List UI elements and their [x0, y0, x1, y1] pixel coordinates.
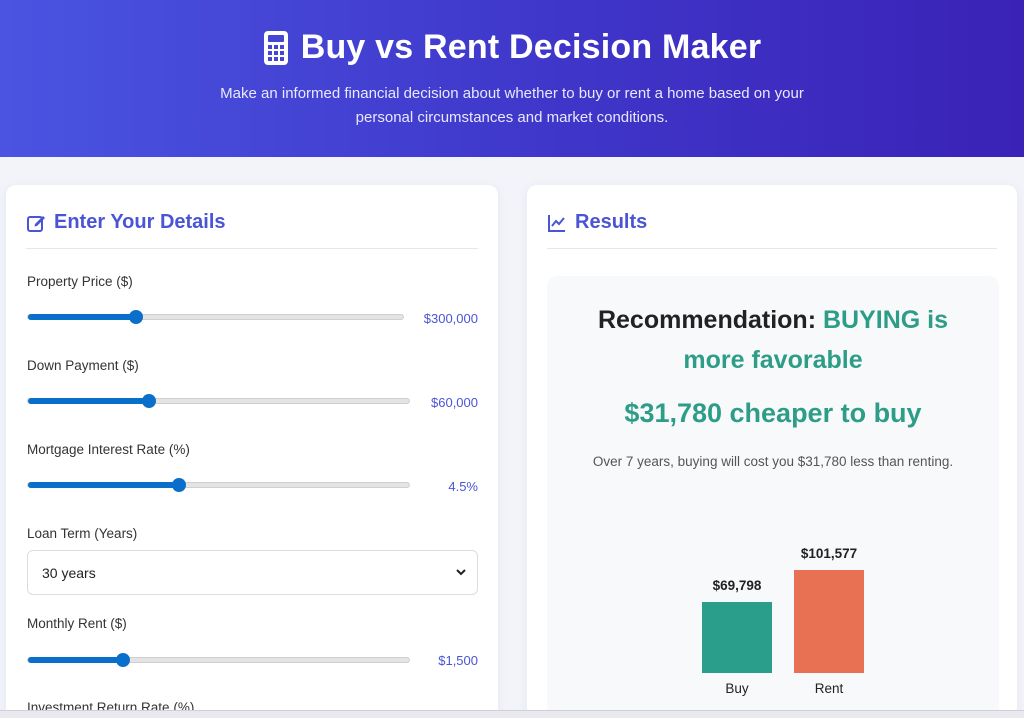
loan-term-select[interactable]: 30 years — [27, 550, 478, 595]
results-card: Results Recommendation: BUYING is more f… — [527, 185, 1017, 718]
slider-thumb[interactable] — [172, 478, 187, 492]
monthly-rent-value: $1,500 — [438, 653, 478, 668]
chart-line-icon — [548, 215, 565, 232]
slider-fill — [28, 657, 123, 663]
slider-fill — [28, 482, 180, 488]
bar-rent — [794, 570, 864, 673]
recommendation: Recommendation: BUYING is more favorable — [547, 300, 999, 380]
page-title-text: Buy vs Rent Decision Maker — [300, 28, 762, 66]
property-price-label: Property Price ($) — [27, 274, 133, 289]
loan-term-label: Loan Term (Years) — [27, 526, 138, 541]
interest-rate-value: 4.5% — [448, 479, 478, 494]
results-card-title: Results — [547, 211, 997, 249]
details-card: Enter Your Details Property Price ($) $3… — [6, 185, 498, 718]
down-payment-label: Down Payment ($) — [27, 358, 139, 373]
interest-rate-label: Mortgage Interest Rate (%) — [27, 442, 190, 457]
down-payment-value: $60,000 — [431, 395, 478, 410]
bar-category-label: Rent — [814, 681, 844, 696]
interest-rate-slider[interactable] — [27, 478, 410, 492]
recommendation-highlight: BUYING is — [823, 306, 949, 334]
slider-fill — [28, 398, 150, 404]
page-title: Buy vs Rent Decision Maker — [0, 28, 1024, 67]
slider-thumb[interactable] — [129, 310, 144, 324]
slider-fill — [28, 314, 137, 320]
loan-term-selected: 30 years — [42, 565, 96, 581]
details-title-text: Enter Your Details — [54, 211, 226, 233]
slider-thumb[interactable] — [115, 653, 130, 667]
results-title-text: Results — [575, 211, 648, 233]
savings-amount: $31,780 cheaper to buy — [624, 398, 922, 428]
monthly-rent-label: Monthly Rent ($) — [27, 616, 127, 631]
savings-summary: Over 7 years, buying will cost you $31,7… — [592, 454, 954, 469]
calculator-icon — [263, 30, 288, 65]
slider-thumb[interactable] — [142, 394, 157, 408]
page-header: Buy vs Rent Decision Maker Make an infor… — [0, 0, 1024, 157]
results-panel: Recommendation: BUYING is more favorable… — [547, 276, 999, 718]
bar-value-label: $101,577 — [800, 546, 858, 561]
edit-icon — [27, 216, 45, 232]
bar-buy — [702, 602, 772, 673]
property-price-slider[interactable] — [27, 310, 404, 324]
page-subtitle: Make an informed financial decision abou… — [220, 85, 804, 126]
bar-value-label: $69,798 — [712, 578, 762, 594]
down-payment-slider[interactable] — [27, 394, 410, 408]
details-card-title: Enter Your Details — [26, 211, 478, 249]
recommendation-prefix: Recommendation: — [597, 306, 817, 334]
property-price-value: $300,000 — [423, 311, 478, 326]
recommendation-highlight-2: more favorable — [683, 346, 863, 374]
bar-category-label: Buy — [725, 681, 749, 696]
monthly-rent-slider[interactable] — [27, 653, 410, 667]
chevron-down-icon — [456, 569, 466, 576]
window-bottom-edge — [0, 710, 1024, 718]
